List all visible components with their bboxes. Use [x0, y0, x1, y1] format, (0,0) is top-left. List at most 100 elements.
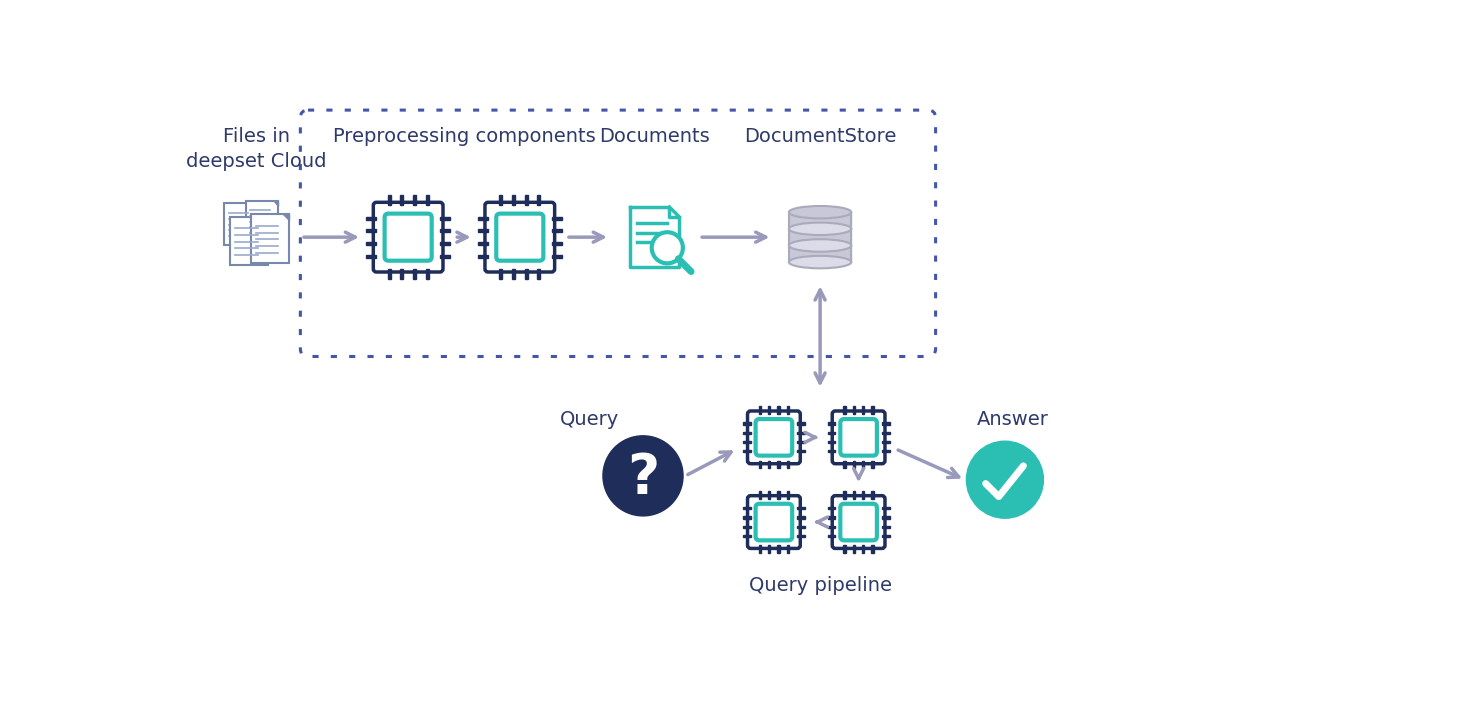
Bar: [767, 515, 781, 529]
Bar: [413, 195, 416, 205]
Bar: [366, 217, 376, 220]
FancyBboxPatch shape: [756, 419, 792, 455]
Bar: [777, 460, 780, 468]
Bar: [768, 545, 771, 553]
Bar: [844, 491, 845, 499]
Bar: [827, 422, 835, 425]
Bar: [844, 407, 845, 414]
Bar: [537, 195, 540, 205]
Bar: [512, 195, 515, 205]
Bar: [882, 431, 889, 434]
Bar: [743, 450, 750, 452]
FancyBboxPatch shape: [747, 411, 801, 464]
Bar: [882, 450, 889, 452]
Bar: [478, 254, 488, 258]
Bar: [777, 407, 780, 414]
Bar: [798, 422, 805, 425]
Bar: [861, 407, 864, 414]
Bar: [787, 491, 789, 499]
Bar: [743, 535, 750, 537]
Bar: [743, 526, 750, 528]
Bar: [743, 431, 750, 434]
Ellipse shape: [789, 239, 851, 252]
Circle shape: [602, 436, 684, 516]
Bar: [861, 460, 864, 468]
FancyBboxPatch shape: [385, 214, 432, 261]
Polygon shape: [252, 204, 256, 209]
Circle shape: [651, 232, 682, 263]
Polygon shape: [274, 201, 278, 205]
Bar: [827, 450, 835, 452]
Bar: [852, 407, 855, 414]
FancyBboxPatch shape: [373, 202, 443, 272]
Text: Documents: Documents: [599, 127, 710, 146]
Text: ?: ?: [628, 451, 659, 505]
Bar: [478, 242, 488, 245]
Text: Files in
deepset Cloud: Files in deepset Cloud: [186, 127, 327, 171]
Bar: [552, 229, 562, 233]
Bar: [844, 545, 845, 553]
Circle shape: [651, 232, 682, 263]
Ellipse shape: [789, 256, 851, 268]
Bar: [787, 460, 789, 468]
Bar: [524, 269, 528, 279]
Bar: [759, 407, 761, 414]
Bar: [552, 217, 562, 220]
Bar: [851, 515, 866, 529]
Bar: [366, 229, 376, 233]
Bar: [743, 516, 750, 518]
Bar: [223, 204, 256, 244]
Bar: [882, 422, 889, 425]
Bar: [852, 460, 855, 468]
Bar: [229, 217, 268, 265]
Bar: [798, 535, 805, 537]
Ellipse shape: [789, 206, 851, 218]
Polygon shape: [262, 217, 268, 223]
Bar: [798, 507, 805, 509]
Bar: [882, 535, 889, 537]
Bar: [440, 229, 450, 233]
Bar: [787, 407, 789, 414]
Bar: [861, 491, 864, 499]
Bar: [743, 507, 750, 509]
Text: DocumentStore: DocumentStore: [744, 127, 897, 146]
Bar: [798, 526, 805, 528]
Bar: [827, 431, 835, 434]
Bar: [250, 215, 289, 262]
FancyBboxPatch shape: [747, 496, 801, 548]
Bar: [852, 491, 855, 499]
Bar: [499, 195, 502, 205]
Bar: [400, 269, 404, 279]
FancyBboxPatch shape: [841, 504, 876, 540]
Bar: [413, 269, 416, 279]
FancyBboxPatch shape: [832, 496, 885, 548]
Text: Preprocessing components: Preprocessing components: [333, 127, 595, 146]
FancyBboxPatch shape: [841, 419, 876, 455]
FancyBboxPatch shape: [832, 411, 885, 464]
Bar: [366, 254, 376, 258]
Bar: [827, 441, 835, 443]
Bar: [478, 217, 488, 220]
Bar: [844, 460, 845, 468]
Bar: [426, 195, 429, 205]
Bar: [499, 269, 502, 279]
Bar: [777, 491, 780, 499]
Bar: [426, 269, 429, 279]
Bar: [872, 491, 873, 499]
Bar: [537, 269, 540, 279]
Polygon shape: [283, 215, 289, 220]
Bar: [759, 460, 761, 468]
Bar: [767, 431, 781, 444]
Polygon shape: [630, 207, 679, 268]
FancyBboxPatch shape: [485, 202, 555, 272]
Bar: [246, 201, 278, 241]
Bar: [777, 545, 780, 553]
Bar: [759, 491, 761, 499]
Bar: [852, 545, 855, 553]
Bar: [787, 545, 789, 553]
Bar: [440, 242, 450, 245]
Text: Answer: Answer: [977, 410, 1048, 429]
Bar: [768, 491, 771, 499]
FancyBboxPatch shape: [756, 504, 792, 540]
Bar: [861, 545, 864, 553]
